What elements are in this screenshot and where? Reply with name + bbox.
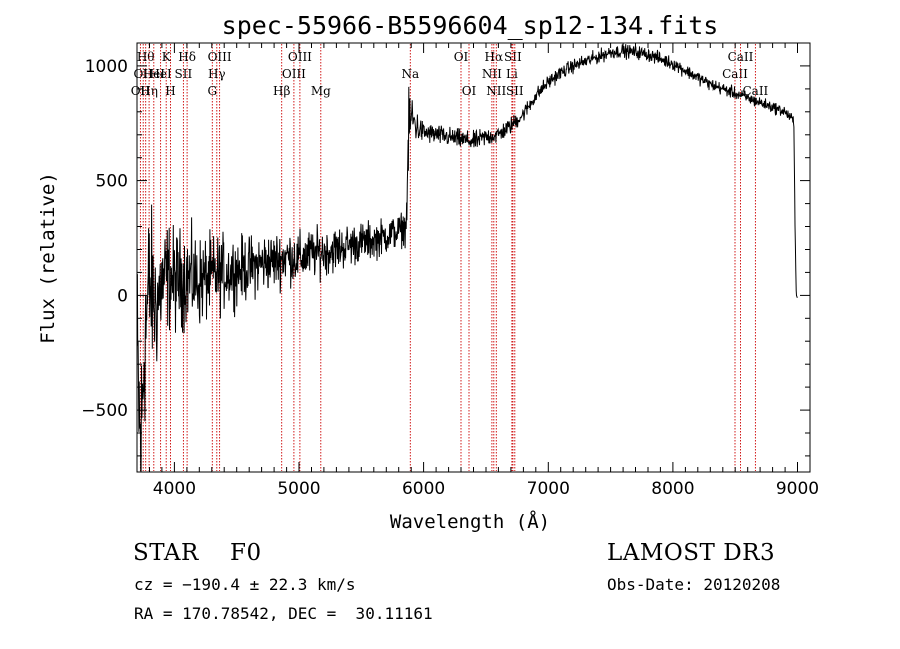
spectral-line-label: SII xyxy=(175,67,193,81)
x-tick-label: 5000 xyxy=(277,479,320,499)
spectral-line-label: Hθ xyxy=(137,50,155,64)
spectral-line-label: Hγ xyxy=(208,67,226,81)
spectral-line-label: H xyxy=(165,84,175,98)
spectral-line-label: G xyxy=(208,84,218,98)
spectral-line-label: OI xyxy=(454,50,469,64)
spectral-line-label: Mg xyxy=(311,84,331,98)
spectral-line-label: OI xyxy=(462,84,477,98)
spectral-line-label: Hα xyxy=(485,50,504,64)
spectral-line-label: Hη xyxy=(140,84,158,98)
y-tick-label: −500 xyxy=(81,401,128,421)
spectral-line-label: SII xyxy=(506,84,524,98)
x-tick-label: 7000 xyxy=(527,479,570,499)
x-tick-label: 6000 xyxy=(402,479,445,499)
observation-date: Obs-Date: 20120208 xyxy=(607,575,781,594)
x-axis-label: Wavelength (Å) xyxy=(390,510,550,533)
spectral-line-label: OII xyxy=(134,67,154,81)
flux-series xyxy=(136,44,798,472)
sky-coordinates: RA = 170.78542, DEC = 30.11161 xyxy=(134,604,433,623)
spectral-line-label: K xyxy=(162,50,172,64)
spectral-line-label: SII xyxy=(504,50,522,64)
spectral-line-label: Hβ xyxy=(273,84,290,98)
spectral-line-label: Li xyxy=(506,67,518,81)
spectral-line-label: Hδ xyxy=(178,50,196,64)
survey-name: LAMOST DR3 xyxy=(607,540,776,566)
spectral-line-label: HeI xyxy=(149,67,172,81)
y-tick-label: 0 xyxy=(117,286,128,306)
spectral-line-label: NII xyxy=(486,84,506,98)
y-tick-label: 1000 xyxy=(85,57,128,77)
spectral-line-label: OIII xyxy=(288,50,312,64)
spectral-line-label: CaII xyxy=(722,67,748,81)
spectral-line-label: OIII xyxy=(282,67,306,81)
spectral-line-label: CaII xyxy=(728,50,754,64)
spectral-line-label: OIII xyxy=(208,50,232,64)
x-tick-label: 4000 xyxy=(153,479,196,499)
x-tick-label: 9000 xyxy=(776,479,819,499)
object-class: STAR F0 xyxy=(133,540,262,566)
spectral-line-label: CaII xyxy=(742,84,768,98)
x-tick-label: 8000 xyxy=(651,479,694,499)
spectral-line-label: Na xyxy=(401,67,419,81)
y-tick-label: 500 xyxy=(96,172,128,192)
redshift-velocity: cz = −190.4 ± 22.3 km/s xyxy=(134,575,356,594)
spectral-line-label: NII xyxy=(482,67,502,81)
spectral-line-label: HeI xyxy=(143,67,166,81)
chart-title: spec-55966-B5596604_sp12-134.fits xyxy=(222,11,719,40)
y-axis-label: Flux (relative) xyxy=(37,172,59,344)
